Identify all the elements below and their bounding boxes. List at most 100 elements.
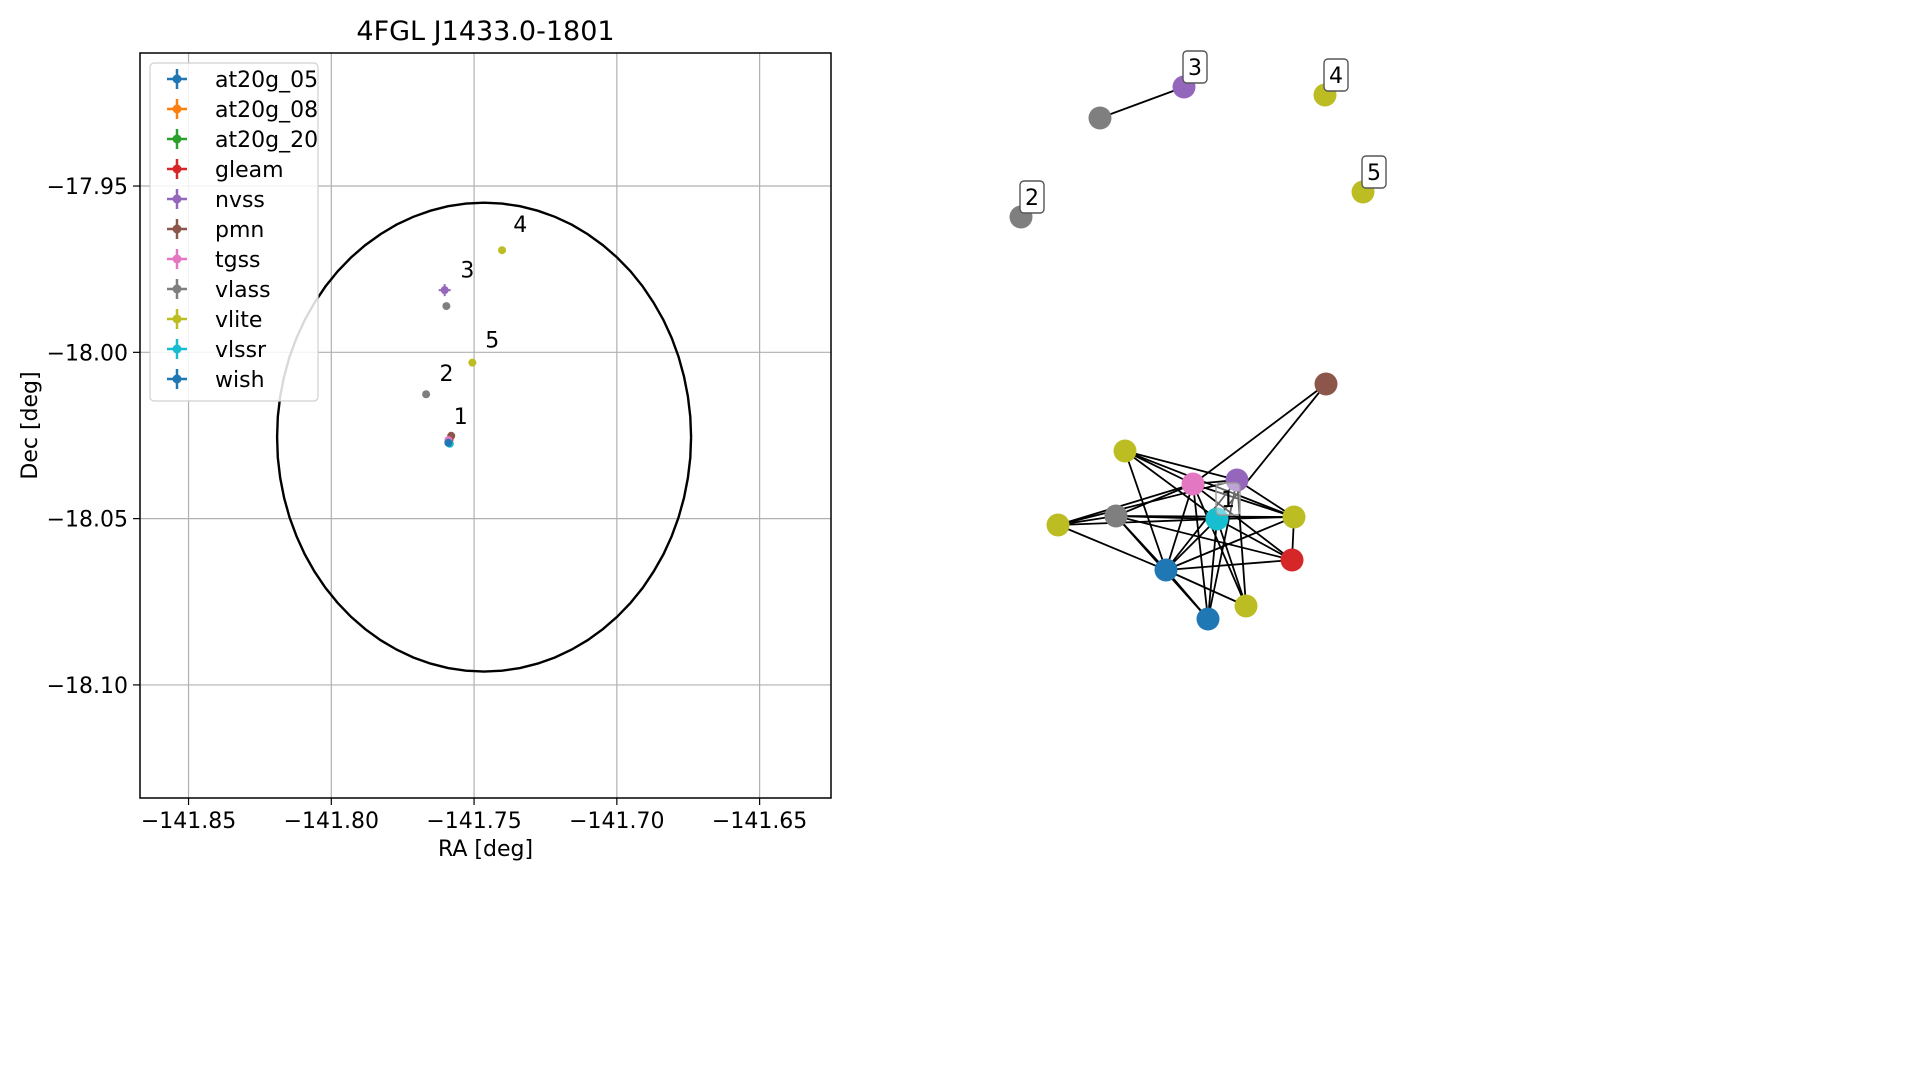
graph-edge <box>1192 483 1247 607</box>
y-tick-label: −18.10 <box>47 674 128 699</box>
source-annotation: 3 <box>460 258 474 283</box>
x-tick-label: −141.70 <box>569 809 664 834</box>
legend-entry-wish: wish <box>167 368 265 393</box>
x-tick-label: −141.75 <box>426 809 521 834</box>
graph-edge <box>1057 483 1194 526</box>
legend-label: wish <box>215 368 265 393</box>
graph-node-gleam <box>1280 548 1304 572</box>
graph-edge <box>1216 518 1293 561</box>
graph-edge <box>1124 450 1295 518</box>
y-axis-label: Dec [deg] <box>18 371 43 479</box>
graph-edge <box>1165 516 1295 571</box>
legend-entry-pmn: pmn <box>167 218 264 243</box>
graph-edge <box>1216 383 1327 520</box>
graph-edge <box>1115 515 1218 520</box>
graph-edges-layer <box>1057 86 1327 620</box>
legend-label: vlass <box>215 278 271 303</box>
graph-node-label: 5 <box>1361 155 1387 189</box>
legend-label: gleam <box>215 158 284 183</box>
node-label-box <box>1215 482 1241 516</box>
graph-node-label: 2 <box>1019 180 1045 214</box>
data-point-vlite <box>498 246 507 255</box>
x-tick-label: −141.65 <box>712 809 807 834</box>
source-annotation: 5 <box>485 328 499 353</box>
legend-entry-vlass: vlass <box>167 278 271 303</box>
graph-edge <box>1115 515 1293 561</box>
data-point-nvss <box>438 284 451 297</box>
graph-edge <box>1236 479 1247 607</box>
x-tick-label: −141.85 <box>141 809 236 834</box>
legend-frame <box>149 62 319 402</box>
graph-edge <box>1207 518 1218 620</box>
legend-label: vlssr <box>215 338 267 363</box>
graph-edge <box>1165 569 1247 607</box>
graph-node-vlite_e <box>1282 505 1306 529</box>
annotation-layer: 12 3 4 5 <box>440 213 528 430</box>
graph-node-label: 4 <box>1323 58 1349 92</box>
graph-edge <box>1192 483 1295 518</box>
graph-edge <box>1207 479 1238 620</box>
graph-edge <box>1057 524 1167 571</box>
graph-node-labels-layer: 4 3 2 5 1 <box>1019 50 1387 516</box>
data-point-vlass <box>422 390 431 399</box>
y-tick-label: −18.00 <box>47 341 128 366</box>
legend-label: at20g_05 <box>215 68 318 93</box>
graph-edge <box>1099 86 1185 119</box>
graph-edge <box>1124 450 1194 485</box>
legend-entry-at20g_20: at20g_20 <box>167 128 318 153</box>
legend-entry-at20g_05: at20g_05 <box>167 68 318 93</box>
graph-node-at20g <box>1154 558 1178 582</box>
node-label-box <box>1019 180 1045 214</box>
plot-title: 4FGL J1433.0-1801 <box>356 16 614 47</box>
node-label-text: 2 <box>1025 186 1039 211</box>
graph-edge <box>1115 483 1194 517</box>
legend-label: at20g_08 <box>215 98 318 123</box>
graph-node-vlite_d <box>1046 513 1070 537</box>
graph-edge <box>1192 383 1327 485</box>
graph-edge <box>1165 483 1194 571</box>
graph-edge <box>1165 479 1238 571</box>
source-annotation: 1 <box>454 405 468 430</box>
source-graph-panel: 4 3 2 5 1 <box>1009 50 1387 631</box>
x-tick-label: −141.80 <box>284 809 379 834</box>
node-label-box <box>1182 50 1208 84</box>
node-label-text: 1 <box>1221 488 1235 513</box>
localization-ellipse-layer <box>275 201 693 673</box>
node-label-text: 3 <box>1188 56 1202 81</box>
x-axis-label: RA [deg] <box>438 837 533 862</box>
data-point-vlass <box>442 302 451 311</box>
axes-frame <box>139 52 832 799</box>
graph-node-vlite_c <box>1113 439 1137 463</box>
legend-label: pmn <box>215 218 264 243</box>
legend-entry-vlssr: vlssr <box>167 338 267 363</box>
y-tick-label: −17.95 <box>47 175 128 200</box>
graph-node-vlass_c <box>1104 504 1128 528</box>
graph-node-vlssr <box>1205 507 1229 531</box>
data-point-vlite <box>468 358 477 367</box>
graph-edge <box>1192 483 1209 620</box>
legend-entry-at20g_08: at20g_08 <box>167 98 318 123</box>
legend-entry-nvss: nvss <box>167 188 265 213</box>
y-axis-ticks: −17.95 −18.00 −18.05 −18.10 <box>47 175 140 699</box>
node-label-box <box>1361 155 1387 189</box>
graph-node-pmn <box>1314 372 1338 396</box>
node-label-box <box>1323 58 1349 92</box>
x-axis-ticks: −141.85 −141.80 −141.75 −141.70 −141.65 <box>141 798 807 834</box>
data-point-wish <box>444 438 453 447</box>
legend-label: vlite <box>215 308 262 333</box>
graph-edge <box>1165 559 1293 571</box>
graph-node-wish <box>1196 607 1220 631</box>
node-label-text: 4 <box>1329 64 1343 89</box>
legend-entry-tgss: tgss <box>167 248 261 273</box>
graph-edge <box>1165 518 1218 571</box>
graph-edge <box>1192 483 1293 561</box>
graph-edge <box>1216 518 1247 607</box>
graph-edge <box>1124 450 1167 571</box>
node-label-text: 5 <box>1367 161 1381 186</box>
graph-node-vlass_a <box>1088 106 1112 130</box>
source-annotation: 4 <box>513 213 527 238</box>
